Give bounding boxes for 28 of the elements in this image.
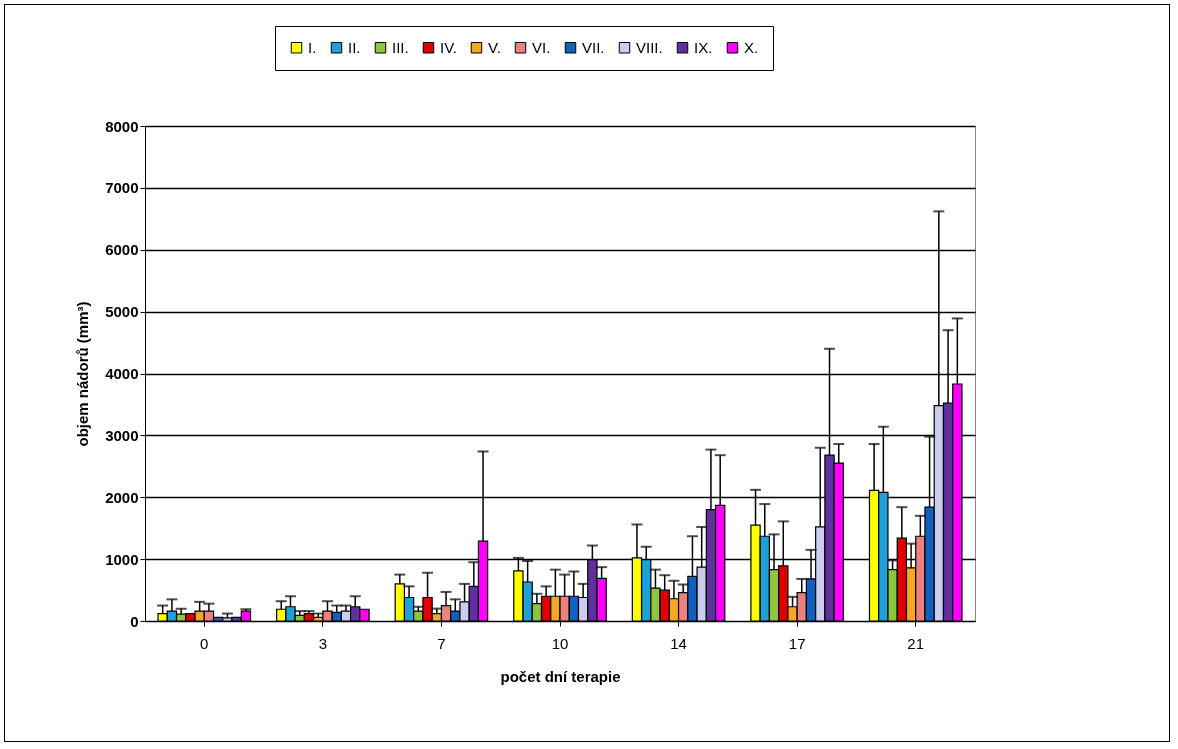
x-tick-label: 0 <box>200 634 209 652</box>
x-tick-label: 7 <box>437 634 446 652</box>
y-tick-label: 1000 <box>105 550 139 568</box>
x-tick-label: 14 <box>670 634 687 652</box>
legend-label: VI. <box>532 38 551 56</box>
legend-label: V. <box>488 38 501 56</box>
legend-label: IX. <box>694 38 713 56</box>
y-tick-label: 3000 <box>105 426 139 444</box>
y-tick-label: 7000 <box>105 179 139 197</box>
y-tick-label: 4000 <box>105 365 139 382</box>
legend-label: X. <box>744 38 759 56</box>
legend-label: II. <box>348 38 361 56</box>
legend-label: IV. <box>440 38 457 56</box>
legend-label: VIII. <box>636 38 663 56</box>
y-axis-title: objem nádorů (mm³) <box>74 301 92 447</box>
y-tick-label: 5000 <box>105 303 139 321</box>
x-tick-label: 3 <box>318 634 328 652</box>
y-tick-label: 8000 <box>105 117 139 135</box>
legend-label: I. <box>308 38 317 56</box>
x-tick-label: 21 <box>907 634 925 652</box>
x-axis-title: počet dní terapie <box>500 667 621 685</box>
y-tick-label: 0 <box>130 612 139 630</box>
x-tick-label: 10 <box>551 634 569 652</box>
x-tick-label: 17 <box>788 634 806 652</box>
y-tick-label: 2000 <box>105 488 139 506</box>
y-tick-label: 6000 <box>105 241 139 259</box>
legend-label: VII. <box>582 38 605 56</box>
legend-label: III. <box>392 38 409 56</box>
